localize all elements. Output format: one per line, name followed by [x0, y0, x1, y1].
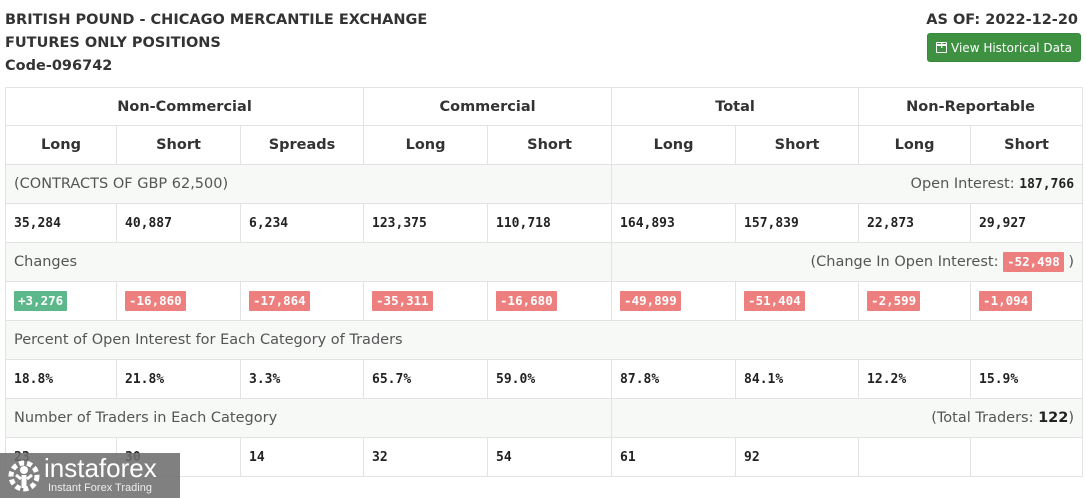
col-nonrep-short: Short — [970, 125, 1084, 165]
change-cell: -49,899 — [611, 281, 737, 321]
calendar-plus-icon — [936, 41, 948, 53]
as-of-date: AS OF: 2022-12-20 — [926, 12, 1078, 28]
change-cell: -16,860 — [116, 281, 241, 321]
percent-cell: 3.3% — [239, 359, 365, 399]
report-header: BRITISH POUND - CHICAGO MERCANTILE EXCHA… — [0, 0, 1086, 84]
percent-cell: 21.8% — [116, 359, 241, 399]
percent-row: 18.8% 21.8% 3.3% 65.7% 59.0% 87.8% 84.1%… — [5, 359, 1084, 399]
positions-row: 35,284 40,887 6,234 123,375 110,718 164,… — [5, 203, 1084, 243]
change-badge-positive: +3,276 — [14, 291, 68, 311]
traders-cell: 92 — [735, 437, 860, 477]
percent-cell: 59.0% — [487, 359, 613, 399]
position-cell: 123,375 — [363, 203, 489, 243]
col-noncomm-long: Long — [5, 125, 117, 165]
changes-label: Changes — [4, 242, 613, 282]
group-header-row: Non-Commercial Commercial Total Non-Repo… — [4, 87, 1084, 126]
change-cell: -51,404 — [735, 281, 860, 321]
col-noncomm-spreads: Spreads — [239, 125, 365, 165]
position-cell: 40,887 — [116, 203, 241, 243]
position-cell: 157,839 — [735, 203, 860, 243]
percent-cell: 18.8% — [5, 359, 117, 399]
open-interest-label: Open Interest: — [910, 176, 1020, 192]
percent-cell: 84.1% — [735, 359, 860, 399]
change-oi-label: (Change In Open Interest: — [810, 254, 1004, 270]
change-badge-negative: -51,404 — [744, 291, 805, 311]
watermark-tagline: Instant Forex Trading — [48, 482, 152, 494]
change-open-interest: (Change In Open Interest: -52,498 ) — [611, 242, 1084, 282]
group-non-commercial: Non-Commercial — [4, 87, 365, 126]
col-nonrep-long: Long — [858, 125, 972, 165]
traders-cell — [970, 437, 1084, 477]
traders-label-row: Number of Traders in Each Category (Tota… — [4, 398, 1084, 438]
position-cell: 22,873 — [858, 203, 972, 243]
change-badge-negative: -17,864 — [249, 291, 310, 311]
group-commercial: Commercial — [363, 87, 613, 126]
traders-label: Number of Traders in Each Category — [4, 398, 613, 438]
change-cell: -17,864 — [239, 281, 365, 321]
change-oi-badge: -52,498 — [1003, 252, 1064, 272]
open-interest: Open Interest: 187,766 — [611, 164, 1084, 204]
change-badge-negative: -49,899 — [620, 291, 681, 311]
col-total-short: Short — [735, 125, 860, 165]
change-badge-negative: -1,094 — [979, 291, 1033, 311]
contracts-row: (CONTRACTS OF GBP 62,500) Open Interest:… — [4, 164, 1084, 204]
col-comm-short: Short — [487, 125, 613, 165]
change-badge-negative: -16,860 — [125, 291, 186, 311]
position-cell: 35,284 — [5, 203, 117, 243]
total-traders-label: (Total Traders: — [931, 410, 1039, 426]
position-cell: 29,927 — [970, 203, 1084, 243]
contracts-label: (CONTRACTS OF GBP 62,500) — [4, 164, 613, 204]
group-non-reportable: Non-Reportable — [858, 87, 1084, 126]
change-oi-close: ) — [1063, 254, 1075, 270]
percent-label: Percent of Open Interest for Each Catego… — [4, 320, 1084, 360]
traders-cell: 54 — [487, 437, 613, 477]
change-badge-negative: -16,680 — [496, 291, 557, 311]
watermark-name: instaforex — [44, 453, 157, 483]
col-comm-long: Long — [363, 125, 489, 165]
position-cell: 6,234 — [239, 203, 365, 243]
title-line-1: BRITISH POUND - CHICAGO MERCANTILE EXCHA… — [5, 12, 428, 28]
instaforex-watermark: instaforex Instant Forex Trading — [0, 453, 180, 498]
open-interest-value: 187,766 — [1019, 177, 1075, 192]
view-historical-data-button[interactable]: View Historical Data — [927, 33, 1081, 62]
change-badge-negative: -35,311 — [372, 291, 433, 311]
traders-cell: 32 — [363, 437, 489, 477]
change-badge-negative: -2,599 — [867, 291, 921, 311]
position-cell: 164,893 — [611, 203, 737, 243]
contract-code: Code-096742 — [5, 58, 113, 74]
percent-cell: 65.7% — [363, 359, 489, 399]
change-cell: -2,599 — [858, 281, 972, 321]
col-total-long: Long — [611, 125, 737, 165]
change-cell: -1,094 — [970, 281, 1084, 321]
change-cell: +3,276 — [5, 281, 117, 321]
total-traders-value: 122 — [1038, 410, 1069, 426]
changes-row: +3,276 -16,860 -17,864 -35,311 -16,680 -… — [5, 281, 1084, 321]
cot-table: Non-Commercial Commercial Total Non-Repo… — [4, 87, 1084, 477]
traders-cell: 14 — [239, 437, 365, 477]
title-line-2: FUTURES ONLY POSITIONS — [5, 35, 221, 51]
position-cell: 110,718 — [487, 203, 613, 243]
total-traders: (Total Traders: 122) — [611, 398, 1084, 438]
historical-button-label: View Historical Data — [951, 40, 1072, 55]
group-total: Total — [611, 87, 860, 126]
percent-cell: 87.8% — [611, 359, 737, 399]
change-cell: -16,680 — [487, 281, 613, 321]
changes-label-row: Changes (Change In Open Interest: -52,49… — [4, 242, 1084, 282]
total-traders-close: ) — [1068, 410, 1075, 426]
column-header-row: Long Short Spreads Long Short Long Short… — [5, 125, 1084, 165]
traders-cell: 61 — [611, 437, 737, 477]
instaforex-logo-icon — [8, 460, 40, 492]
col-noncomm-short: Short — [116, 125, 241, 165]
percent-cell: 15.9% — [970, 359, 1084, 399]
change-cell: -35,311 — [363, 281, 489, 321]
report-title: BRITISH POUND - CHICAGO MERCANTILE EXCHA… — [5, 9, 427, 78]
traders-row: 23 30 14 32 54 61 92 — [5, 437, 1084, 477]
percent-label-row: Percent of Open Interest for Each Catego… — [4, 320, 1084, 360]
traders-cell — [858, 437, 972, 477]
percent-cell: 12.2% — [858, 359, 972, 399]
